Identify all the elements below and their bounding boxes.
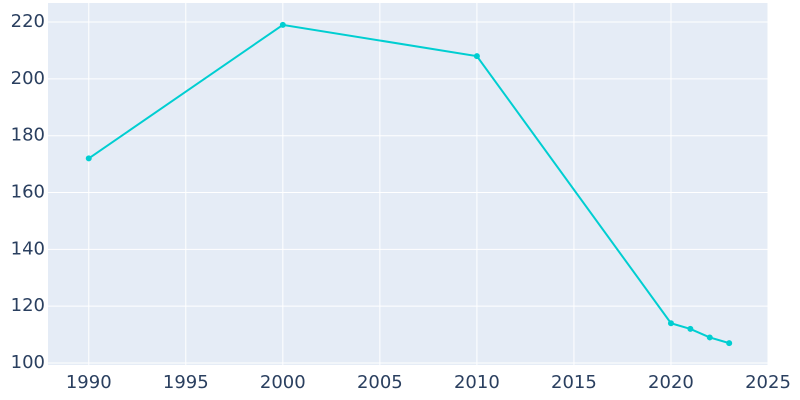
y-tick-label: 100	[11, 352, 45, 373]
x-tick-label: 2025	[745, 372, 791, 393]
point	[726, 340, 733, 347]
y-tick-label: 140	[11, 238, 45, 259]
y-tick-label: 180	[11, 125, 45, 146]
point	[687, 325, 694, 332]
x-tick-label: 2015	[551, 372, 597, 393]
y-tick-label: 120	[11, 295, 45, 316]
x-tick-label: 2020	[648, 372, 694, 393]
x-tick-label: 2010	[454, 372, 500, 393]
point	[706, 334, 713, 341]
point	[473, 53, 480, 60]
plot-area	[48, 3, 768, 365]
point	[85, 155, 92, 162]
y-tick-label: 220	[11, 11, 45, 32]
y-tick-label: 200	[11, 68, 45, 89]
y-tick-label: 160	[11, 182, 45, 203]
x-tick-label: 2005	[357, 372, 403, 393]
point	[667, 320, 674, 327]
x-tick-label: 1990	[66, 372, 112, 393]
x-tick-label: 2000	[260, 372, 306, 393]
x-tick-label: 1995	[163, 372, 209, 393]
point	[279, 21, 286, 28]
